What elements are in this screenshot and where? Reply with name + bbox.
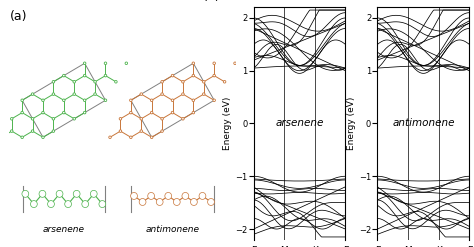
- Circle shape: [21, 136, 23, 139]
- Circle shape: [52, 118, 55, 120]
- Circle shape: [140, 118, 143, 120]
- Circle shape: [52, 93, 55, 95]
- Circle shape: [182, 93, 184, 95]
- Circle shape: [192, 62, 195, 64]
- Circle shape: [21, 99, 23, 102]
- Circle shape: [104, 74, 107, 77]
- Circle shape: [83, 62, 86, 64]
- Y-axis label: Energy (eV): Energy (eV): [223, 97, 232, 150]
- Circle shape: [213, 62, 215, 64]
- Circle shape: [52, 130, 55, 132]
- Circle shape: [208, 199, 214, 206]
- Circle shape: [148, 192, 155, 199]
- Circle shape: [63, 111, 65, 114]
- Circle shape: [171, 111, 174, 114]
- Circle shape: [131, 192, 137, 199]
- Circle shape: [47, 201, 55, 207]
- Circle shape: [42, 136, 44, 139]
- Circle shape: [63, 74, 65, 77]
- Circle shape: [192, 74, 195, 77]
- Circle shape: [161, 118, 164, 120]
- Circle shape: [31, 93, 34, 95]
- Text: antimonene: antimonene: [146, 225, 200, 234]
- Circle shape: [73, 81, 75, 83]
- Circle shape: [42, 99, 44, 102]
- Circle shape: [182, 81, 184, 83]
- Circle shape: [223, 81, 226, 83]
- Circle shape: [171, 74, 174, 77]
- Circle shape: [161, 81, 164, 83]
- Circle shape: [21, 111, 23, 114]
- Circle shape: [165, 192, 172, 199]
- Circle shape: [182, 118, 184, 120]
- Circle shape: [199, 192, 206, 199]
- Circle shape: [104, 99, 107, 102]
- Circle shape: [109, 136, 111, 139]
- Circle shape: [94, 81, 96, 83]
- Circle shape: [65, 201, 72, 207]
- Circle shape: [39, 190, 46, 197]
- Circle shape: [30, 201, 37, 207]
- Circle shape: [191, 199, 197, 206]
- Circle shape: [0, 136, 2, 139]
- Circle shape: [83, 99, 86, 102]
- Circle shape: [52, 81, 55, 83]
- Circle shape: [139, 199, 146, 206]
- Text: arsenene: arsenene: [43, 225, 85, 234]
- Circle shape: [150, 136, 153, 139]
- Circle shape: [31, 130, 34, 132]
- Circle shape: [161, 130, 164, 132]
- Circle shape: [192, 99, 195, 102]
- Text: antimonene: antimonene: [392, 119, 455, 128]
- Circle shape: [125, 62, 128, 64]
- Circle shape: [10, 118, 13, 120]
- Circle shape: [234, 62, 236, 64]
- Circle shape: [119, 118, 122, 120]
- Circle shape: [73, 118, 75, 120]
- Circle shape: [129, 136, 132, 139]
- Circle shape: [173, 199, 180, 206]
- Circle shape: [213, 74, 215, 77]
- Circle shape: [42, 111, 44, 114]
- Y-axis label: Energy (eV): Energy (eV): [347, 97, 356, 150]
- Circle shape: [73, 93, 75, 95]
- Circle shape: [82, 201, 89, 207]
- Circle shape: [115, 81, 117, 83]
- Text: (a): (a): [9, 10, 27, 23]
- Circle shape: [171, 99, 174, 102]
- Circle shape: [161, 93, 164, 95]
- Circle shape: [192, 111, 195, 114]
- Text: (b): (b): [203, 0, 221, 3]
- Circle shape: [140, 130, 143, 132]
- Circle shape: [22, 190, 29, 197]
- Circle shape: [56, 190, 63, 197]
- Text: arsenene: arsenene: [275, 119, 324, 128]
- Circle shape: [31, 118, 34, 120]
- Circle shape: [94, 93, 96, 95]
- Circle shape: [150, 111, 153, 114]
- Circle shape: [150, 99, 153, 102]
- Circle shape: [129, 111, 132, 114]
- Circle shape: [91, 190, 97, 197]
- Circle shape: [119, 130, 122, 132]
- Circle shape: [10, 130, 13, 132]
- Circle shape: [140, 93, 143, 95]
- Circle shape: [202, 81, 205, 83]
- Circle shape: [83, 111, 86, 114]
- Circle shape: [202, 93, 205, 95]
- Circle shape: [83, 74, 86, 77]
- Circle shape: [104, 62, 107, 64]
- Circle shape: [156, 199, 163, 206]
- Circle shape: [213, 99, 215, 102]
- Circle shape: [99, 201, 106, 207]
- Circle shape: [182, 192, 189, 199]
- Circle shape: [63, 99, 65, 102]
- Circle shape: [129, 99, 132, 102]
- Circle shape: [73, 190, 80, 197]
